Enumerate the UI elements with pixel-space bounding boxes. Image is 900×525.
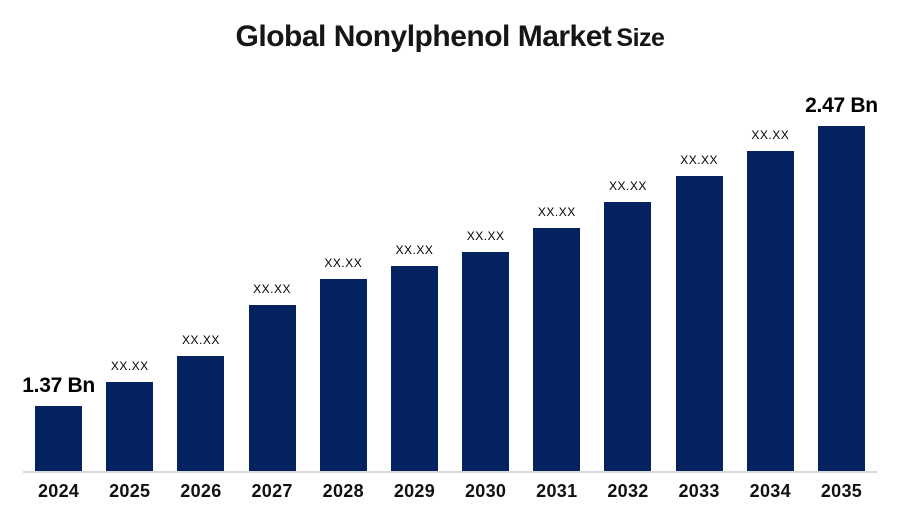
x-tick-2034: 2034 — [749, 481, 791, 501]
bar-2032 — [604, 202, 652, 471]
x-axis-line — [23, 471, 877, 473]
bar-slot-2026: XX.XX — [165, 333, 236, 471]
chart-title: Global Nonylphenol Market Size — [0, 20, 900, 54]
bar-slot-2032: XX.XX — [592, 179, 663, 471]
bar-slot-2029: XX.XX — [379, 243, 450, 471]
x-tick-2032: 2032 — [607, 481, 649, 501]
x-tick-2035: 2035 — [820, 481, 863, 501]
bar-2027 — [248, 305, 296, 471]
bar-value-label-2027: XX.XX — [253, 282, 292, 296]
chart-title-main: Global Nonylphenol Market — [235, 20, 612, 53]
x-tick-2027: 2027 — [251, 481, 293, 501]
x-tick-2024: 2024 — [37, 481, 80, 501]
bar-value-label-2025: XX.XX — [110, 359, 149, 373]
x-tick-2033: 2033 — [678, 481, 720, 501]
bar-value-label-2026: XX.XX — [182, 333, 220, 347]
x-tick-2025: 2025 — [109, 481, 151, 501]
bar-slot-2031: XX.XX — [521, 205, 592, 471]
bar-2035 — [817, 126, 865, 471]
bar-2030 — [462, 252, 510, 471]
bar-value-label-2033: XX.XX — [680, 153, 719, 167]
bar-2025 — [106, 382, 154, 471]
bar-2034 — [746, 151, 794, 471]
x-tick-2029: 2029 — [393, 481, 436, 501]
bar-slot-2033: XX.XX — [664, 153, 735, 471]
bar-2028 — [319, 279, 367, 471]
bar-slot-2028: XX.XX — [308, 256, 379, 471]
bar-value-label-2028: XX.XX — [324, 256, 363, 270]
bar-2029 — [390, 266, 438, 471]
chart-title-suffix: Size — [616, 24, 665, 52]
bar-value-label-2034: XX.XX — [751, 128, 790, 142]
x-tick-2030: 2030 — [464, 481, 507, 501]
x-tick-2031: 2031 — [536, 481, 578, 501]
x-axis-labels: 2024 2025 2026 2027 2028 2029 2030 2031 2032 2033… — [23, 481, 877, 502]
plot-area: 1.37 Bn XX.XX XX.XX XX.XX XX.XX XX.XX XX.XX XX.… — [22, 94, 878, 471]
bar-value-label-2032: XX.XX — [609, 179, 647, 193]
bar-value-label-2031: XX.XX — [537, 205, 576, 219]
bar-2031 — [533, 228, 581, 471]
bar-slot-2024: 1.37 Bn — [22, 374, 95, 471]
bar-value-label-2029: XX.XX — [395, 243, 434, 257]
bar-slot-2034: XX.XX — [735, 128, 806, 471]
bar-slot-2027: XX.XX — [237, 282, 308, 471]
bar-2026 — [177, 356, 225, 471]
bar-value-label-2024: 1.37 Bn — [22, 374, 95, 397]
bar-slot-2030: XX.XX — [450, 229, 521, 471]
bar-2033 — [675, 176, 723, 471]
x-tick-2028: 2028 — [322, 481, 364, 501]
bar-slot-2035: 2.47 Bn — [805, 94, 878, 471]
bar-slot-2025: XX.XX — [94, 359, 165, 471]
bar-value-label-2035: 2.47 Bn — [805, 94, 878, 117]
bar-2024 — [35, 406, 83, 471]
bar-value-label-2030: XX.XX — [466, 229, 505, 243]
x-tick-2026: 2026 — [180, 481, 222, 501]
